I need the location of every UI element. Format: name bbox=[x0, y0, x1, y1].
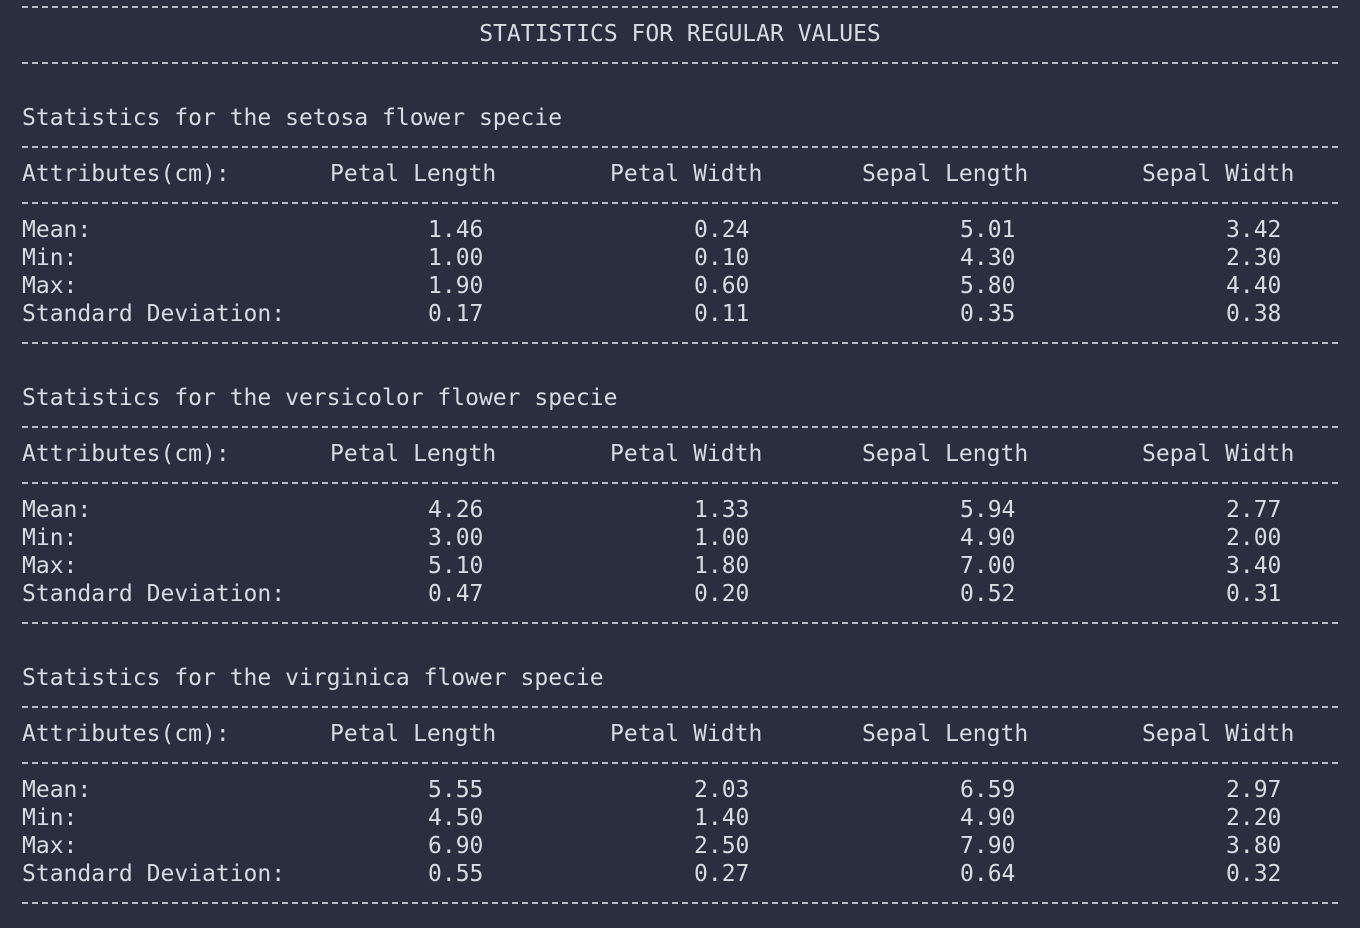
stat-value: 5.10 bbox=[428, 553, 484, 579]
stat-value: 0.20 bbox=[694, 581, 750, 607]
stat-value: 0.47 bbox=[428, 581, 484, 607]
header-label: Attributes(cm): bbox=[22, 161, 230, 187]
stat-value: 1.80 bbox=[694, 553, 750, 579]
stat-value: 4.30 bbox=[960, 245, 1016, 271]
stat-value: 2.97 bbox=[1226, 777, 1282, 803]
stat-value: 0.38 bbox=[1226, 301, 1282, 327]
separator-line bbox=[22, 146, 1338, 148]
stat-value: 4.26 bbox=[428, 497, 484, 523]
column-header: Sepal Length bbox=[862, 161, 1029, 187]
separator-line bbox=[22, 622, 1338, 624]
stat-value: 0.52 bbox=[960, 581, 1016, 607]
row-label: Mean: bbox=[22, 497, 92, 523]
stat-value: 1.46 bbox=[428, 217, 484, 243]
stat-value: 0.24 bbox=[694, 217, 750, 243]
stat-value: 2.77 bbox=[1226, 497, 1282, 523]
column-header: Petal Width bbox=[610, 441, 763, 467]
stat-value: 2.03 bbox=[694, 777, 750, 803]
stat-value: 7.90 bbox=[960, 833, 1016, 859]
stat-value: 0.64 bbox=[960, 861, 1016, 887]
stat-value: 2.50 bbox=[694, 833, 750, 859]
banner-title: STATISTICS FOR REGULAR VALUES bbox=[479, 21, 881, 47]
stat-value: 0.55 bbox=[428, 861, 484, 887]
column-header: Sepal Length bbox=[862, 721, 1029, 747]
stat-value: 0.31 bbox=[1226, 581, 1282, 607]
stat-value: 1.00 bbox=[694, 525, 750, 551]
header-label: Attributes(cm): bbox=[22, 721, 230, 747]
column-header: Petal Length bbox=[330, 161, 497, 187]
column-header: Petal Width bbox=[610, 721, 763, 747]
stat-value: 0.10 bbox=[694, 245, 750, 271]
row-label: Min: bbox=[22, 805, 78, 831]
separator-line bbox=[22, 202, 1338, 204]
stat-value: 5.01 bbox=[960, 217, 1016, 243]
row-label: Standard Deviation: bbox=[22, 301, 286, 327]
row-label: Mean: bbox=[22, 217, 92, 243]
stat-value: 0.60 bbox=[694, 273, 750, 299]
section-title: Statistics for the setosa flower specie bbox=[22, 105, 563, 131]
stat-value: 5.55 bbox=[428, 777, 484, 803]
row-label: Min: bbox=[22, 245, 78, 271]
section-title: Statistics for the virginica flower spec… bbox=[22, 665, 604, 691]
stat-value: 4.90 bbox=[960, 525, 1016, 551]
column-header: Petal Length bbox=[330, 721, 497, 747]
separator-line bbox=[22, 62, 1338, 64]
section-title: Statistics for the versicolor flower spe… bbox=[22, 385, 618, 411]
stat-value: 5.94 bbox=[960, 497, 1016, 523]
stat-value: 0.27 bbox=[694, 861, 750, 887]
row-label: Standard Deviation: bbox=[22, 861, 286, 887]
stat-value: 1.33 bbox=[694, 497, 750, 523]
stat-value: 6.59 bbox=[960, 777, 1016, 803]
separator-line bbox=[22, 762, 1338, 764]
row-label: Standard Deviation: bbox=[22, 581, 286, 607]
stat-value: 2.20 bbox=[1226, 805, 1282, 831]
row-label: Max: bbox=[22, 833, 78, 859]
stat-value: 4.50 bbox=[428, 805, 484, 831]
separator-line bbox=[22, 482, 1338, 484]
stat-value: 0.11 bbox=[694, 301, 750, 327]
column-header: Sepal Length bbox=[862, 441, 1029, 467]
stat-value: 7.00 bbox=[960, 553, 1016, 579]
row-label: Mean: bbox=[22, 777, 92, 803]
stat-value: 4.90 bbox=[960, 805, 1016, 831]
stat-value: 3.80 bbox=[1226, 833, 1282, 859]
separator-line bbox=[22, 426, 1338, 428]
stat-value: 5.80 bbox=[960, 273, 1016, 299]
stat-value: 2.30 bbox=[1226, 245, 1282, 271]
column-header: Sepal Width bbox=[1142, 441, 1295, 467]
stat-value: 6.90 bbox=[428, 833, 484, 859]
stat-value: 0.35 bbox=[960, 301, 1016, 327]
row-label: Max: bbox=[22, 273, 78, 299]
separator-line bbox=[22, 342, 1338, 344]
stat-value: 1.00 bbox=[428, 245, 484, 271]
separator-line bbox=[22, 706, 1338, 708]
stat-value: 3.40 bbox=[1226, 553, 1282, 579]
column-header: Sepal Width bbox=[1142, 161, 1295, 187]
stat-value: 0.17 bbox=[428, 301, 484, 327]
stat-value: 2.00 bbox=[1226, 525, 1282, 551]
stat-value: 4.40 bbox=[1226, 273, 1282, 299]
stat-value: 3.42 bbox=[1226, 217, 1282, 243]
stat-value: 1.40 bbox=[694, 805, 750, 831]
column-header: Sepal Width bbox=[1142, 721, 1295, 747]
header-label: Attributes(cm): bbox=[22, 441, 230, 467]
column-header: Petal Length bbox=[330, 441, 497, 467]
separator-line bbox=[22, 6, 1338, 8]
stat-value: 3.00 bbox=[428, 525, 484, 551]
stat-value: 1.90 bbox=[428, 273, 484, 299]
stat-value: 0.32 bbox=[1226, 861, 1282, 887]
separator-line bbox=[22, 902, 1338, 904]
row-label: Max: bbox=[22, 553, 78, 579]
row-label: Min: bbox=[22, 525, 78, 551]
column-header: Petal Width bbox=[610, 161, 763, 187]
